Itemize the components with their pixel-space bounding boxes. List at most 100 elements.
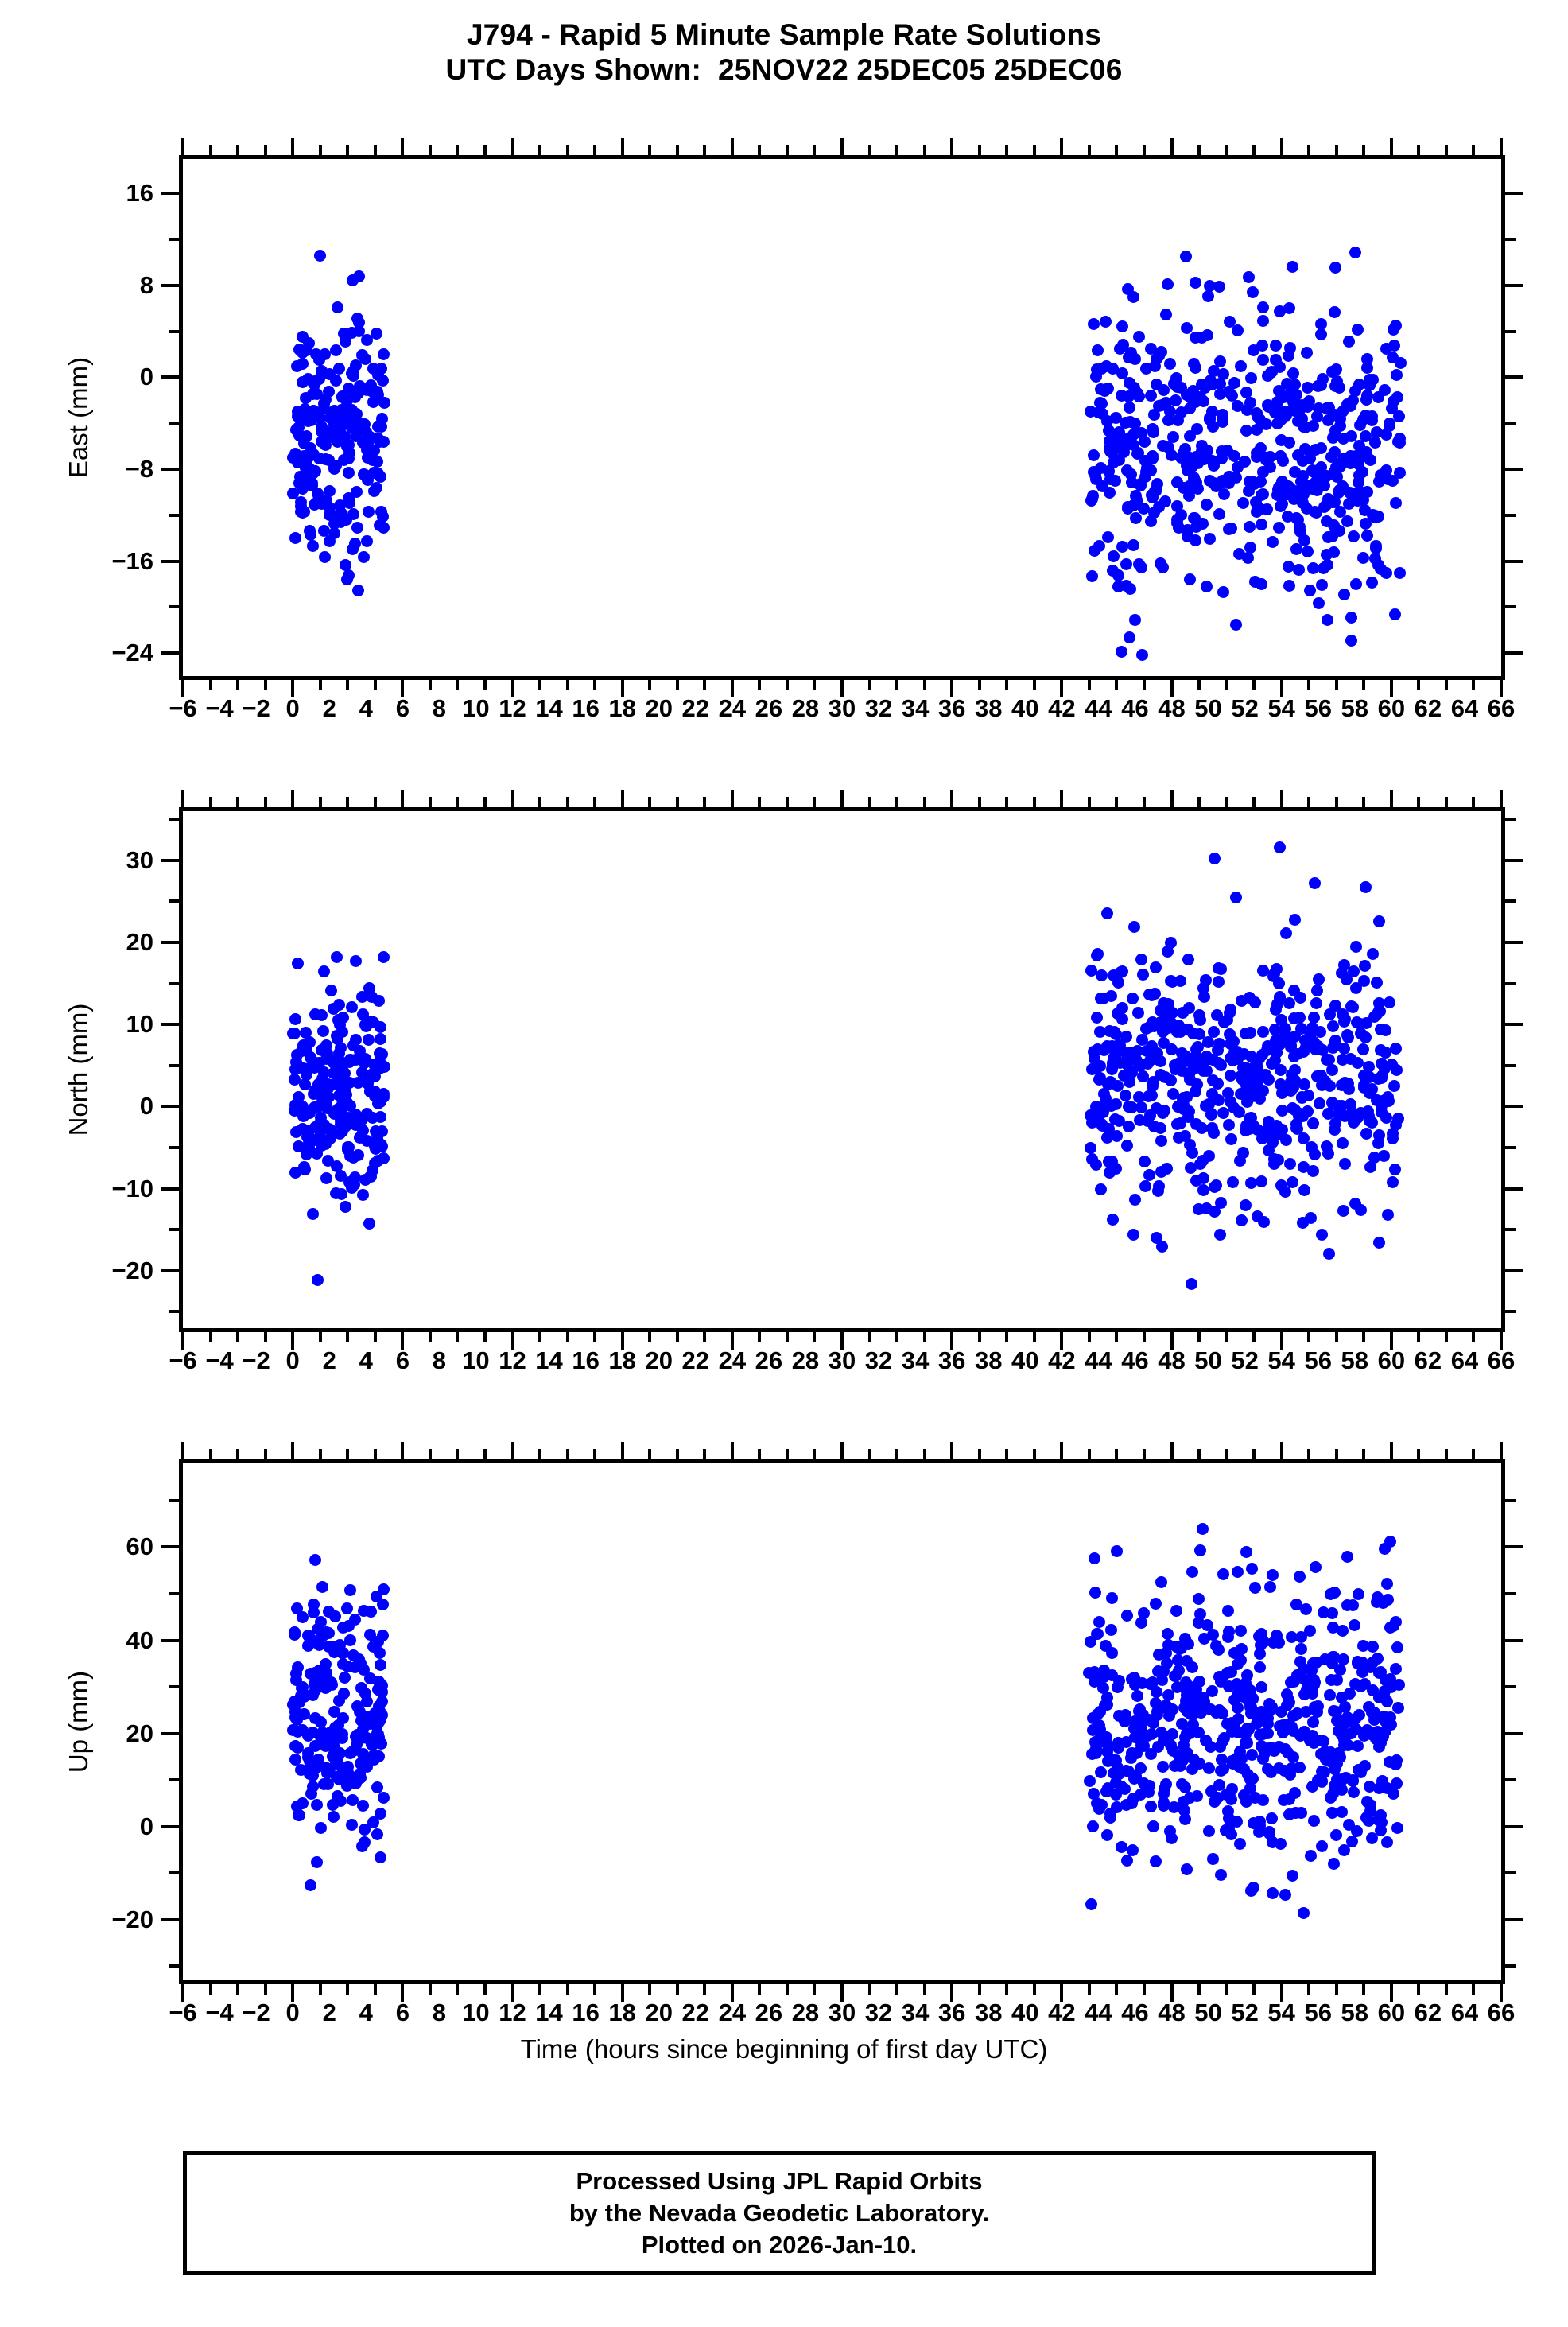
x-minor-tick xyxy=(758,1332,762,1342)
data-point xyxy=(1256,519,1267,531)
x-minor-tick xyxy=(1444,1449,1448,1459)
x-minor-tick xyxy=(867,145,871,155)
data-point xyxy=(1089,371,1102,383)
x-tick-label: 12 xyxy=(499,1999,526,2026)
data-point xyxy=(296,410,309,423)
data-point xyxy=(1124,402,1136,414)
data-point xyxy=(1244,520,1256,533)
y-tick-label: 40 xyxy=(126,1626,153,1654)
x-tick-label: 58 xyxy=(1341,1346,1369,1374)
data-point xyxy=(1388,608,1401,620)
data-point xyxy=(1140,363,1153,375)
x-tick xyxy=(181,680,184,697)
data-point xyxy=(1337,1844,1350,1857)
data-point xyxy=(361,334,373,347)
data-point xyxy=(373,435,386,448)
data-point xyxy=(1120,1059,1133,1071)
x-minor-tick xyxy=(675,680,679,690)
x-tick-label: 0 xyxy=(285,1999,300,2026)
x-minor-tick xyxy=(895,680,899,690)
y-tick xyxy=(161,468,179,471)
x-minor-tick xyxy=(1142,680,1146,690)
x-minor-tick xyxy=(977,145,981,155)
x-minor-tick xyxy=(538,145,542,155)
y-minor-tick xyxy=(169,818,179,822)
data-point xyxy=(325,1732,338,1745)
data-point xyxy=(1289,466,1302,479)
data-point xyxy=(378,397,390,410)
y-tick-label: 8 xyxy=(139,270,153,299)
data-point xyxy=(1346,1599,1359,1611)
data-point xyxy=(1274,1078,1287,1090)
data-point xyxy=(310,1798,323,1811)
data-point xyxy=(343,569,355,581)
data-point xyxy=(1322,1247,1335,1260)
x-minor-tick xyxy=(1005,797,1009,807)
x-minor-tick xyxy=(703,145,707,155)
data-point xyxy=(317,1024,330,1037)
x-tick-label: 28 xyxy=(791,1346,820,1374)
y-tick xyxy=(1505,375,1523,379)
data-point xyxy=(308,1101,320,1113)
x-minor-tick xyxy=(428,145,432,155)
data-point xyxy=(296,483,309,495)
data-point xyxy=(335,1071,347,1084)
data-point xyxy=(351,485,363,498)
data-point xyxy=(1280,927,1293,939)
x-minor-tick xyxy=(373,1332,377,1342)
data-point xyxy=(1185,1278,1197,1291)
x-minor-tick xyxy=(895,1984,899,1995)
x-minor-tick xyxy=(1362,797,1366,807)
data-point xyxy=(1333,484,1345,496)
data-point xyxy=(347,1151,359,1164)
data-point xyxy=(305,414,318,426)
data-point xyxy=(1306,1164,1319,1177)
data-point xyxy=(1124,438,1136,451)
data-point xyxy=(1293,563,1306,576)
x-minor-tick xyxy=(1417,680,1421,690)
x-tick-label: 38 xyxy=(974,1999,1003,2026)
x-tick-label: 56 xyxy=(1304,1346,1332,1374)
data-point xyxy=(1130,511,1143,524)
data-point xyxy=(374,519,386,531)
data-point xyxy=(288,1629,301,1641)
x-tick-label: 38 xyxy=(974,694,1003,722)
data-point xyxy=(363,505,375,518)
data-point xyxy=(1137,968,1150,981)
y-minor-tick xyxy=(169,1871,179,1875)
data-point xyxy=(1360,1031,1372,1044)
data-point xyxy=(1090,949,1103,961)
data-point xyxy=(1206,1074,1219,1086)
data-point xyxy=(1175,1777,1188,1790)
y-minor-tick xyxy=(1505,238,1516,242)
data-point xyxy=(1244,541,1257,554)
data-point xyxy=(1240,1546,1253,1559)
data-point xyxy=(1368,511,1381,523)
data-point xyxy=(1273,521,1286,534)
x-minor-tick xyxy=(1197,680,1201,690)
x-minor-tick xyxy=(758,797,762,807)
data-point xyxy=(1294,1761,1306,1773)
east-panel-y-axis-label: East (mm) xyxy=(64,356,93,479)
data-point xyxy=(343,1747,356,1760)
x-minor-tick xyxy=(593,1984,597,1995)
data-point xyxy=(359,1823,371,1836)
data-point xyxy=(294,495,307,508)
data-point xyxy=(1304,1211,1317,1224)
y-tick xyxy=(1505,192,1523,196)
data-point xyxy=(1348,1785,1360,1798)
data-point xyxy=(1121,464,1134,476)
data-point xyxy=(1221,1014,1234,1027)
data-point xyxy=(328,526,340,539)
data-point xyxy=(289,1711,302,1723)
data-point xyxy=(1194,1607,1207,1620)
x-tick-label: −2 xyxy=(242,694,270,722)
data-point xyxy=(376,1048,389,1061)
data-point xyxy=(1225,1783,1238,1796)
title-line-2: UTC Days Shown: 25NOV22 25DEC05 25DEC06 xyxy=(445,53,1123,86)
x-tick-label: 66 xyxy=(1487,1999,1516,2026)
data-point xyxy=(1231,461,1244,474)
data-point xyxy=(1358,959,1371,972)
x-minor-tick xyxy=(758,1449,762,1459)
x-tick xyxy=(1279,1442,1283,1459)
